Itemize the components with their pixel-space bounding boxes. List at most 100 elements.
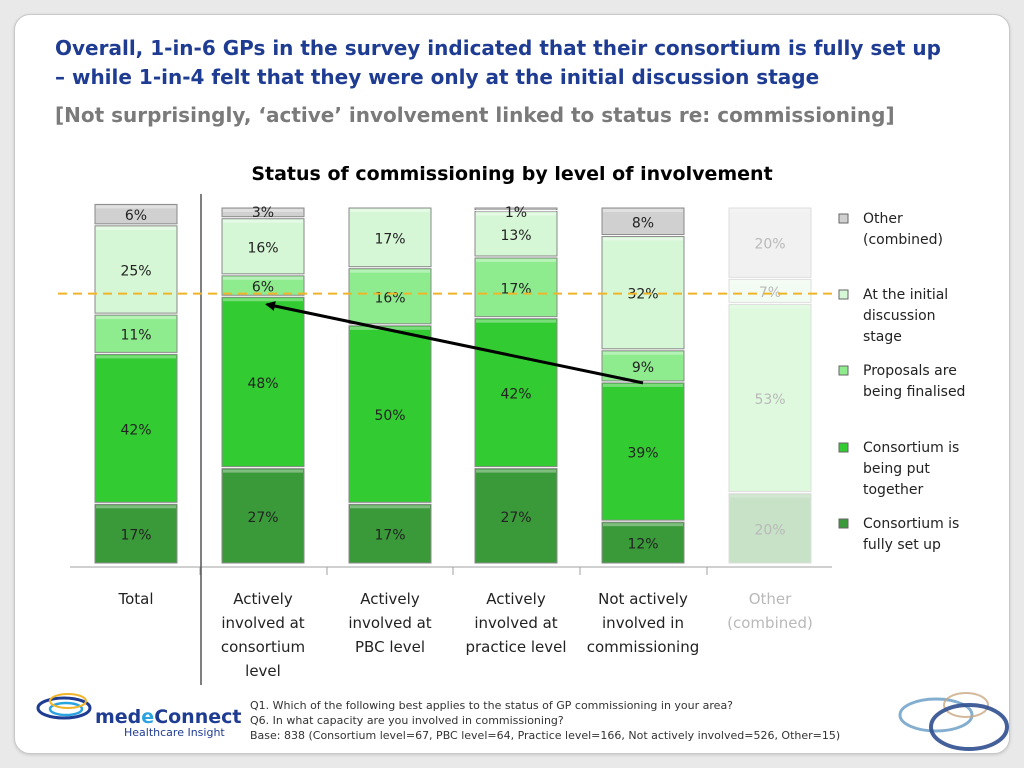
data-label: 17% <box>120 528 151 544</box>
bar-segment-highlight <box>730 305 810 309</box>
bar-segment-highlight <box>96 355 176 359</box>
x-tick-label: consortium <box>221 638 305 656</box>
data-label: 13% <box>500 228 531 244</box>
legend-label: Consortium is <box>863 516 959 532</box>
bar-segment-highlight <box>223 298 303 302</box>
data-label: 16% <box>247 240 278 256</box>
bar-segment-highlight <box>223 469 303 473</box>
data-label: 20% <box>754 522 785 538</box>
bar-segment <box>221 207 305 218</box>
bar-segment <box>348 268 432 325</box>
bar-segment <box>474 207 558 211</box>
data-label: 1% <box>505 205 527 221</box>
headline-line-1: Overall, 1-in-6 GPs in the survey indica… <box>55 36 941 60</box>
x-tick-label: level <box>245 662 281 680</box>
bar-segment <box>728 278 812 303</box>
bar-segment-highlight <box>603 523 683 527</box>
x-tick-label: practice level <box>465 638 566 656</box>
data-label: 8% <box>632 215 654 231</box>
footnote-base: Base: 838 (Consortium level=67, PBC leve… <box>250 729 841 742</box>
data-label: 20% <box>754 237 785 253</box>
data-label: 50% <box>374 408 405 424</box>
data-label: 3% <box>252 205 274 221</box>
bar-segment-highlight <box>223 219 303 223</box>
bar-segment-highlight <box>476 319 556 323</box>
footnote: Q1. Which of the following best applies … <box>250 698 840 743</box>
mede-logo-icon <box>36 693 92 720</box>
data-label: 16% <box>374 290 405 306</box>
legend-label: stage <box>863 329 902 345</box>
x-tick-label: commissioning <box>587 638 700 656</box>
data-label: 9% <box>632 360 654 376</box>
x-tick-label: Actively <box>233 590 293 608</box>
bar-segment <box>601 521 685 564</box>
bar-segment-highlight <box>350 269 430 273</box>
x-tick-label: Not actively <box>598 590 688 608</box>
bar-segment <box>474 318 558 468</box>
bar-segment <box>94 314 178 353</box>
bar-segment-highlight <box>730 280 810 284</box>
data-label: 25% <box>120 263 151 279</box>
bar-segment <box>94 203 178 225</box>
footnote-q6: Q6. In what capacity are you involved in… <box>250 714 564 727</box>
data-label: 6% <box>125 208 147 224</box>
bar-segment <box>348 325 432 503</box>
bar-segment-highlight <box>476 209 556 212</box>
data-label: 27% <box>500 510 531 526</box>
legend-swatch <box>838 365 849 376</box>
data-label: 11% <box>120 328 151 344</box>
bar-segment <box>221 468 305 564</box>
data-label: 27% <box>247 510 278 526</box>
data-label: 17% <box>374 231 405 247</box>
bar-segment-highlight <box>603 209 683 212</box>
legend-label: Consortium is <box>863 440 959 456</box>
bar-segment-highlight <box>603 351 683 355</box>
chart-title: Status of commissioning by level of invo… <box>251 163 773 185</box>
bar-segment-highlight <box>96 316 176 320</box>
bar-segment-highlight <box>603 383 683 387</box>
bar-segment-highlight <box>476 469 556 473</box>
headline-subtitle: [Not surprisingly, ‘active’ involvement … <box>55 103 895 127</box>
bar-segment <box>221 296 305 468</box>
bar-segment-highlight <box>223 276 303 280</box>
logo-brand-post: Connect <box>154 706 242 728</box>
legend-swatch <box>838 213 849 224</box>
bar-segment-highlight <box>476 258 556 262</box>
logo-brand-pre: med <box>95 706 142 728</box>
headline: Overall, 1-in-6 GPs in the survey indica… <box>55 34 985 92</box>
legend-label: discussion <box>863 308 936 324</box>
bar-segment-highlight <box>96 205 176 209</box>
bar-segment-highlight <box>350 326 430 330</box>
trend-arrow <box>265 301 644 385</box>
bar-segment-highlight <box>730 494 810 498</box>
x-tick-label: involved at <box>474 614 557 632</box>
bar-segment <box>348 503 432 564</box>
data-label: 42% <box>500 387 531 403</box>
x-tick-label: involved at <box>221 614 304 632</box>
bar-segment <box>601 207 685 236</box>
bar-segment-highlight <box>603 237 683 241</box>
data-label: 17% <box>500 281 531 297</box>
bar-segment <box>94 225 178 314</box>
x-tick-label: Actively <box>486 590 546 608</box>
logo-tagline: Healthcare Insight <box>124 726 225 739</box>
bar-segment-highlight <box>350 209 430 212</box>
legend-label: together <box>863 482 924 498</box>
bar-segment-highlight <box>730 209 810 212</box>
legend-label: being put <box>863 461 930 477</box>
legend-label: Other <box>863 211 903 227</box>
bar-segment-highlight <box>350 505 430 509</box>
data-label: 17% <box>374 528 405 544</box>
legend-swatch <box>838 442 849 453</box>
data-label: 12% <box>627 537 658 553</box>
bar-segment <box>94 353 178 503</box>
headline-line-2: – while 1-in-4 felt that they were only … <box>55 65 820 89</box>
data-label: 42% <box>120 422 151 438</box>
bar-segment <box>221 275 305 296</box>
bar-segment <box>728 303 812 493</box>
legend-label: Proposals are <box>863 363 957 379</box>
legend-swatch <box>838 289 849 300</box>
x-tick-label: PBC level <box>355 638 425 656</box>
bar-segment <box>474 257 558 318</box>
footnote-q1: Q1. Which of the following best applies … <box>250 699 734 712</box>
